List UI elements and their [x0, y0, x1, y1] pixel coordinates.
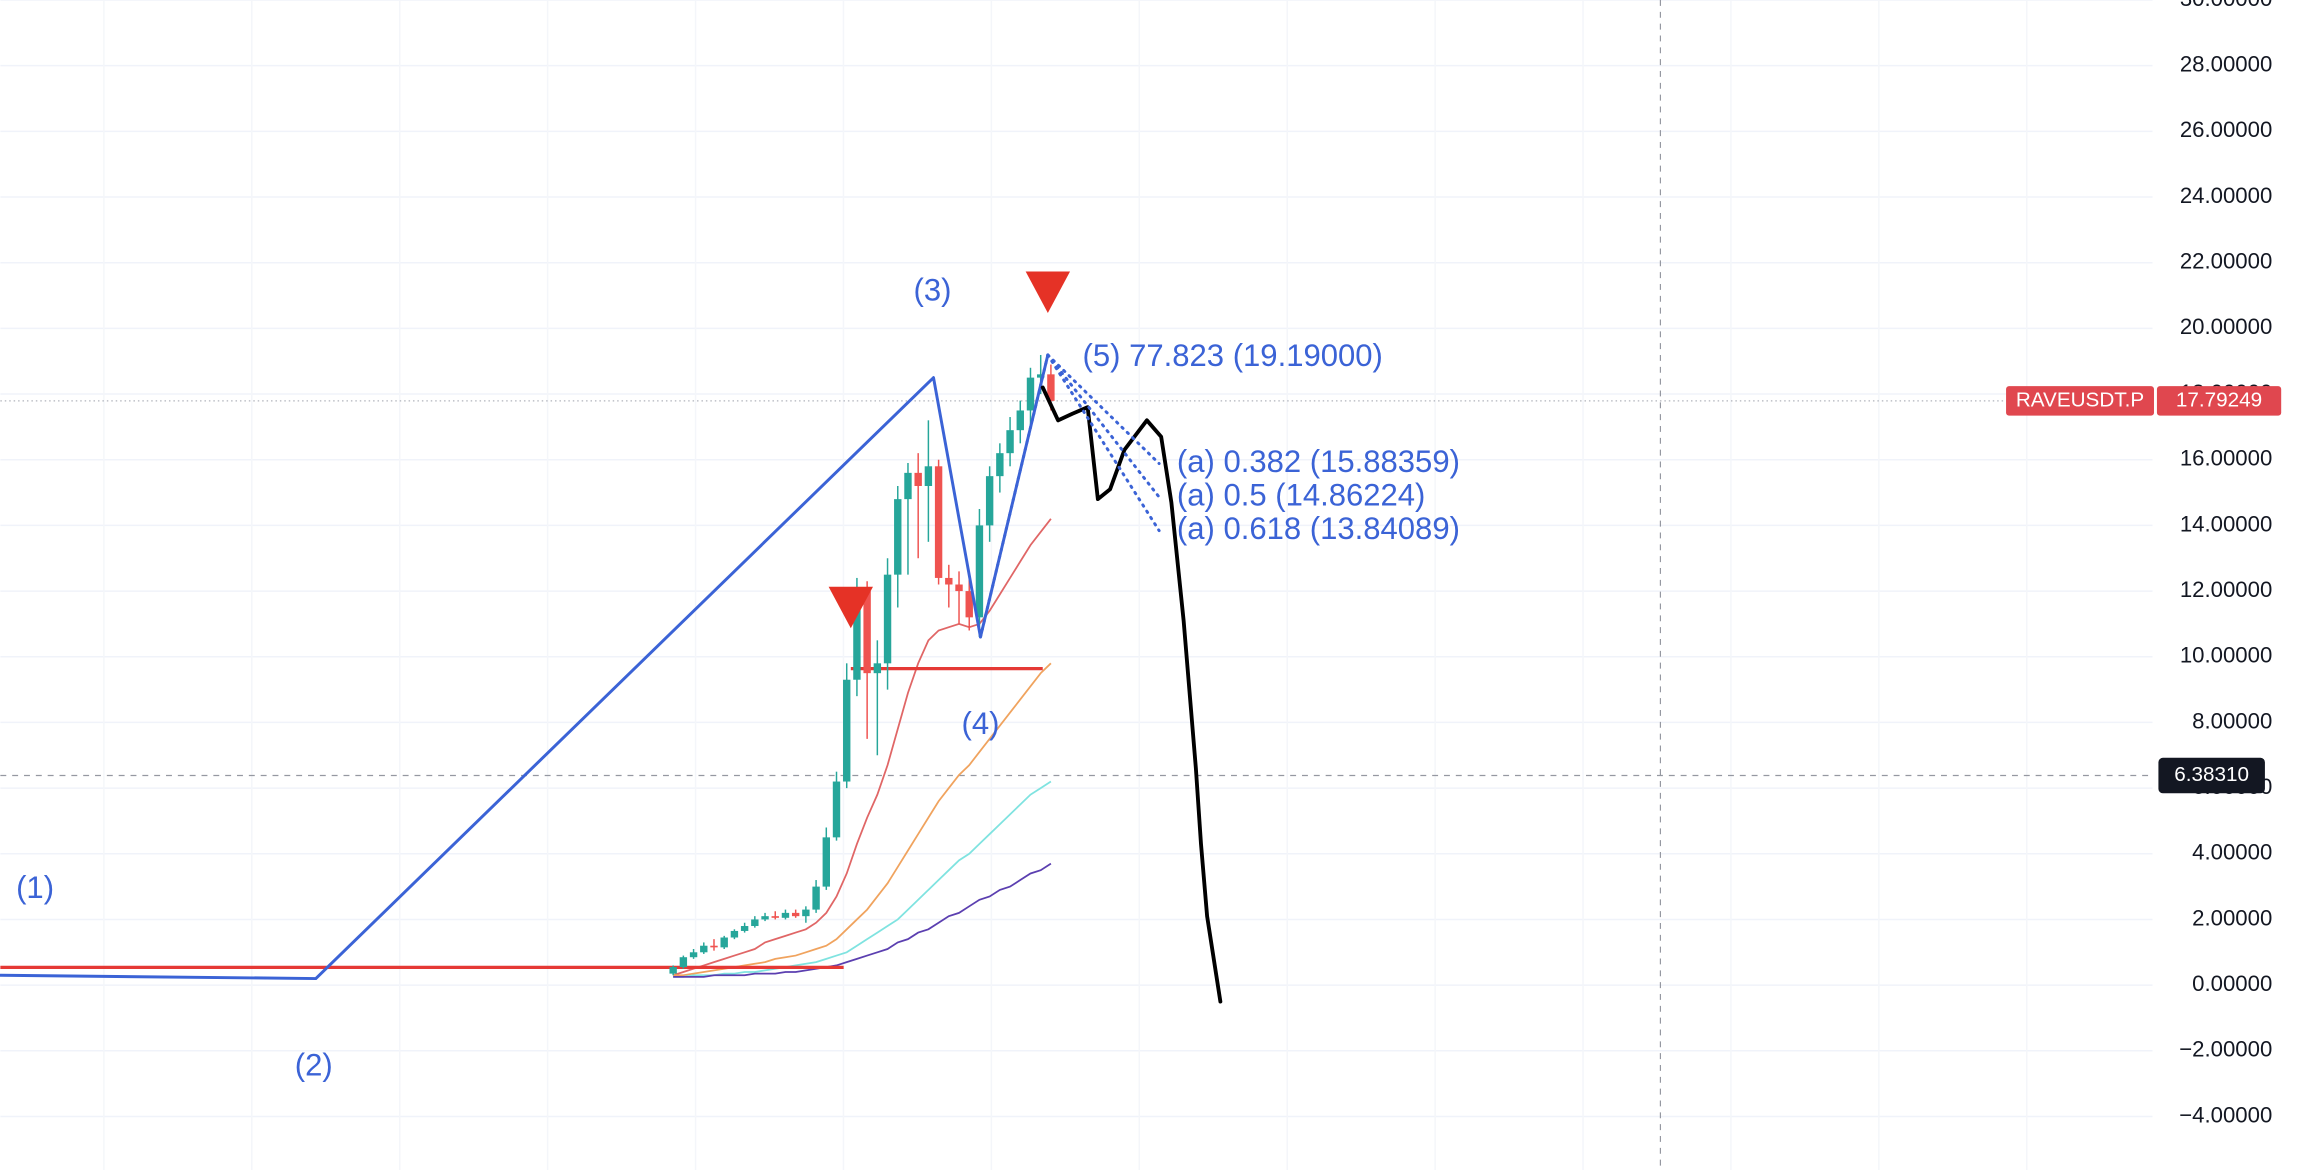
- candle-body: [985, 476, 994, 526]
- candle-body: [965, 591, 973, 618]
- y-tick-label: 0.00000: [2192, 971, 2272, 996]
- candle-body: [761, 916, 769, 920]
- moving-average: [672, 518, 1052, 977]
- candle-body: [802, 909, 810, 917]
- candle-body: [1026, 377, 1035, 411]
- candle-body: [853, 591, 861, 680]
- y-tick-label: 14.00000: [2180, 511, 2272, 536]
- moving-average: [673, 780, 1052, 978]
- axis-background: [2152, 0, 2320, 1170]
- wave-label: (2): [295, 1047, 333, 1082]
- fib-label: (a) 0.382 (15.88359): [1177, 444, 1460, 479]
- candle-body: [945, 577, 953, 585]
- wave-label: (4): [961, 706, 999, 741]
- candle-body: [832, 781, 841, 838]
- wave-label: (1): [16, 870, 54, 905]
- candle-body: [1006, 430, 1014, 454]
- candle-body: [1047, 374, 1055, 401]
- wave-label: (5) 77.823 (19.19000): [1083, 338, 1383, 373]
- candle-body: [975, 525, 984, 618]
- candle-body: [894, 499, 902, 575]
- signal-triangle: [828, 586, 873, 629]
- candle-body: [791, 912, 800, 917]
- wave-label: (3): [913, 272, 951, 307]
- candle-body: [822, 837, 830, 887]
- candle-body: [720, 937, 728, 948]
- crosshair-price-text: 6.38310: [2174, 763, 2249, 786]
- y-tick-label: 20.00000: [2180, 314, 2272, 339]
- candle-body: [710, 945, 718, 948]
- y-tick-label: 10.00000: [2180, 643, 2272, 668]
- last-price-tag: [2156, 386, 2282, 416]
- fib-ray: [1046, 353, 1161, 499]
- fib-ray: [1046, 353, 1161, 533]
- y-tick-label: 28.00000: [2180, 52, 2272, 77]
- candle-body: [781, 912, 790, 918]
- y-tick-label: 2.00000: [2192, 905, 2272, 930]
- y-tick-label: −4.00000: [2179, 1102, 2272, 1127]
- y-tick-label: 22.00000: [2180, 249, 2272, 274]
- candle-body: [924, 466, 933, 486]
- symbol-tag: [2006, 386, 2154, 416]
- candle-body: [700, 945, 708, 953]
- candle-body: [873, 663, 882, 674]
- candle-body: [740, 926, 749, 931]
- candle-body: [934, 466, 943, 578]
- price-axis: −4.00000−2.000000.000002.000004.000006.0…: [2006, 0, 2320, 1170]
- y-tick-label: 8.00000: [2192, 708, 2272, 733]
- candle-body: [996, 453, 1004, 477]
- fib-label: (a) 0.5 (14.86224): [1177, 477, 1426, 512]
- y-tick-label: 16.00000: [2180, 446, 2272, 471]
- candle-body: [1016, 410, 1024, 431]
- symbol-tag-text: RAVEUSDT.P: [2016, 388, 2144, 411]
- last-price-text: 17.79249: [2176, 388, 2262, 411]
- candle-body: [812, 886, 820, 910]
- candle-body: [669, 967, 677, 974]
- candle-body: [751, 919, 759, 927]
- candle-body: [863, 591, 871, 674]
- y-tick-label: −2.00000: [2179, 1037, 2272, 1062]
- y-tick-label: 30.00000: [2180, 0, 2272, 11]
- candle-body: [679, 957, 688, 968]
- signal-triangle: [1025, 271, 1071, 313]
- candle-body: [883, 574, 892, 664]
- fib-label: (a) 0.618 (13.84089): [1177, 511, 1460, 546]
- candle-body: [914, 472, 922, 486]
- candle-body: [843, 679, 851, 782]
- y-tick-label: 4.00000: [2192, 840, 2272, 865]
- candle-body: [771, 916, 779, 918]
- candle-body: [955, 584, 963, 592]
- candle-body: [1036, 374, 1045, 378]
- plot-area: (a) 0.382 (15.88359)(a) 0.5 (14.86224)(a…: [0, 0, 2153, 1170]
- moving-average: [673, 862, 1052, 978]
- candle-body: [689, 952, 698, 958]
- y-tick-label: 26.00000: [2180, 117, 2272, 142]
- candle-body: [730, 930, 739, 938]
- crosshair-price-tag: [2158, 757, 2265, 794]
- y-tick-label: 12.00000: [2180, 577, 2272, 602]
- candle-body: [904, 472, 912, 500]
- drawing-freehand: [1040, 385, 1223, 1004]
- y-tick-label: 24.00000: [2180, 183, 2272, 208]
